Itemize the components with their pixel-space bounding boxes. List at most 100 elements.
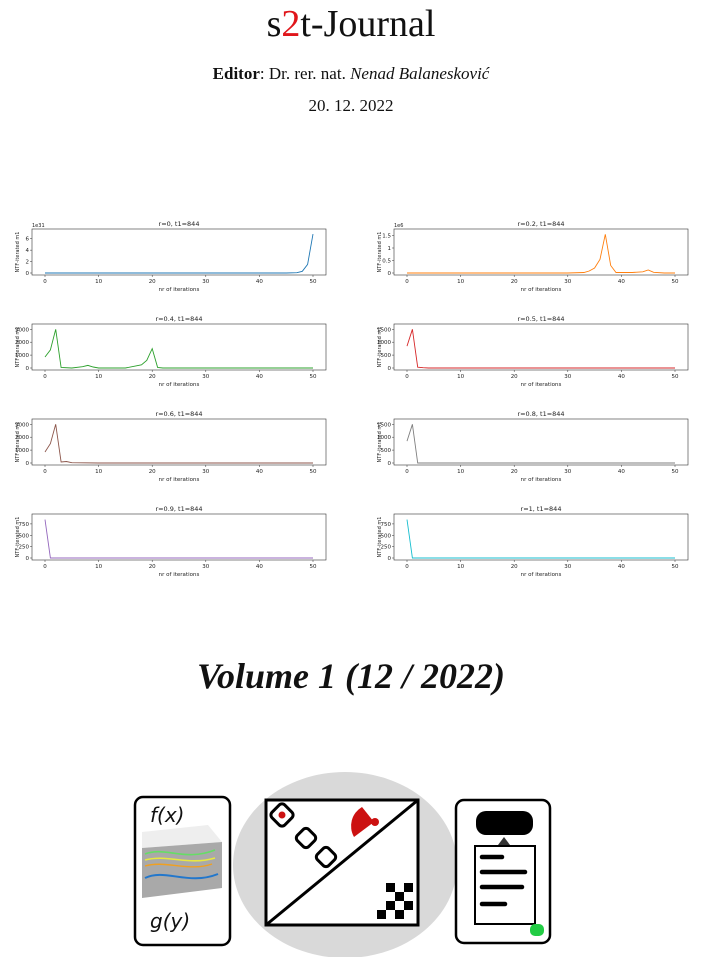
chart-grid: r=0, t1=844 nr of iterations NTF-iterated … bbox=[15, 220, 689, 578]
editor-line: Editor: Dr. rer. nat. Nenad Balanesković bbox=[0, 64, 702, 84]
chart-title: r=0.2, t1=844 bbox=[517, 220, 564, 228]
chart-xlabel: nr of iterations bbox=[521, 477, 562, 483]
x-tick-label: 50 bbox=[310, 564, 317, 570]
y-tick-label: 750 bbox=[381, 522, 392, 528]
x-tick-label: 40 bbox=[618, 564, 625, 570]
y-tick-label: 500 bbox=[381, 448, 392, 454]
chart-title: r=0, t1=844 bbox=[159, 220, 200, 228]
x-tick-label: 30 bbox=[202, 279, 209, 285]
x-tick-label: 0 bbox=[405, 279, 409, 285]
volume-title: Volume 1 (12 / 2022) bbox=[196, 656, 505, 696]
x-tick-label: 10 bbox=[457, 469, 464, 475]
chart-ylabel: NTF-iterated m1 bbox=[377, 422, 383, 463]
wave-orange bbox=[144, 863, 213, 868]
y-tick-label: 1000 bbox=[377, 435, 391, 441]
y-tick-label: 500 bbox=[19, 533, 30, 539]
y-tick-label: 500 bbox=[381, 353, 392, 359]
signal-dot-icon bbox=[371, 818, 379, 826]
signal-wedge-icon bbox=[351, 807, 374, 837]
function-logo: f(x) g(y) bbox=[133, 795, 232, 947]
cube-front-icon bbox=[142, 842, 222, 898]
y-tick-label: 1.5 bbox=[382, 234, 391, 240]
y-tick-label: 250 bbox=[19, 545, 30, 551]
x-tick-label: 20 bbox=[511, 564, 518, 570]
x-tick-label: 50 bbox=[310, 469, 317, 475]
x-tick-label: 20 bbox=[149, 469, 156, 475]
pointer-triangle-icon bbox=[498, 837, 510, 845]
chart-frame bbox=[393, 323, 689, 371]
editor-degree: Dr. rer. nat. bbox=[268, 64, 346, 83]
y-tick-label: 1000 bbox=[15, 448, 29, 454]
x-tick-label: 10 bbox=[95, 469, 102, 475]
x-tick-label: 30 bbox=[564, 374, 571, 380]
chart-frame bbox=[393, 513, 689, 561]
y-tick-label: 2 bbox=[26, 260, 30, 266]
chart-title: r=0.6, t1=844 bbox=[155, 410, 202, 418]
wave-green bbox=[144, 849, 216, 856]
x-tick-label: 40 bbox=[256, 374, 263, 380]
chart-ylabel: NTF-iterated m1 bbox=[15, 422, 21, 463]
chart-frame bbox=[393, 418, 689, 466]
x-tick-label: 0 bbox=[405, 469, 409, 475]
y-tick-label: 2000 bbox=[15, 340, 29, 346]
y-tick-label: 1 bbox=[388, 246, 392, 252]
chart-scale-label: 1e6 bbox=[394, 223, 403, 229]
wave-blue bbox=[144, 873, 219, 880]
y-tick-label: 3000 bbox=[15, 327, 29, 333]
series-line bbox=[407, 234, 675, 274]
x-tick-label: 0 bbox=[43, 279, 47, 285]
chart-4: r=0.5, t1=844 nr of iterations NTF-iterate… bbox=[377, 315, 689, 388]
x-tick-label: 40 bbox=[618, 374, 625, 380]
y-tick-label: 3000 bbox=[15, 422, 29, 428]
x-tick-label: 0 bbox=[405, 374, 409, 380]
chart-title: r=0.9, t1=844 bbox=[155, 505, 202, 513]
chart-frame bbox=[393, 228, 689, 276]
y-tick-label: 0 bbox=[26, 556, 30, 562]
quantum-logo bbox=[233, 772, 457, 957]
chart-title: r=0.4, t1=844 bbox=[155, 315, 202, 323]
chart-2: r=0.2, t1=844 nr of iterations NTF-iterate… bbox=[377, 220, 689, 293]
red-dot-icon bbox=[278, 811, 286, 819]
y-tick-label: 0 bbox=[388, 556, 392, 562]
x-tick-label: 30 bbox=[202, 469, 209, 475]
series-line bbox=[44, 424, 313, 464]
y-tick-label: 0.5 bbox=[382, 259, 391, 265]
editor-name: Nenad Balanesković bbox=[350, 64, 490, 83]
x-tick-label: 30 bbox=[202, 564, 209, 570]
x-tick-label: 0 bbox=[43, 564, 47, 570]
series-line bbox=[406, 424, 675, 464]
x-tick-label: 10 bbox=[457, 374, 464, 380]
y-tick-label: 500 bbox=[381, 533, 392, 539]
x-tick-label: 0 bbox=[43, 374, 47, 380]
chart-xlabel: nr of iterations bbox=[159, 477, 200, 483]
chart-ylabel: NTF-iterated m1 bbox=[15, 517, 21, 558]
x-tick-label: 50 bbox=[310, 374, 317, 380]
speech-bubble-icon bbox=[476, 811, 533, 835]
chart-6: r=0.8, t1=844 nr of iterations NTF-iterate… bbox=[377, 410, 689, 483]
chart-xlabel: nr of iterations bbox=[521, 287, 562, 293]
x-tick-label: 10 bbox=[457, 564, 464, 570]
title-part-1: s bbox=[266, 3, 282, 45]
y-tick-label: 0 bbox=[26, 271, 30, 277]
diamond-icon bbox=[269, 802, 295, 828]
x-tick-label: 40 bbox=[618, 279, 625, 285]
document-logo bbox=[454, 798, 552, 945]
x-tick-label: 20 bbox=[511, 469, 518, 475]
x-tick-label: 0 bbox=[405, 564, 409, 570]
series-line bbox=[406, 519, 675, 559]
logo-row: f(x) g(y) bbox=[133, 772, 552, 957]
x-tick-label: 40 bbox=[256, 279, 263, 285]
x-tick-label: 30 bbox=[564, 469, 571, 475]
editor-colon: : bbox=[259, 64, 265, 83]
chart-7: r=0.9, t1=844 nr of iterations NTF-iterate… bbox=[15, 505, 327, 578]
fx-label: f(x) bbox=[150, 803, 184, 827]
text-lines-icon bbox=[479, 854, 528, 907]
green-status-icon bbox=[530, 924, 544, 936]
qr-pattern-icon bbox=[377, 883, 413, 919]
x-tick-label: 20 bbox=[149, 564, 156, 570]
chart-8: r=1, t1=844 nr of iterations NTF-iterated … bbox=[377, 505, 689, 578]
title-accent: 2 bbox=[281, 3, 301, 45]
chart-title: r=0.5, t1=844 bbox=[517, 315, 564, 323]
cube-top bbox=[142, 825, 222, 848]
chart-scale-label: 1e31 bbox=[32, 223, 45, 229]
